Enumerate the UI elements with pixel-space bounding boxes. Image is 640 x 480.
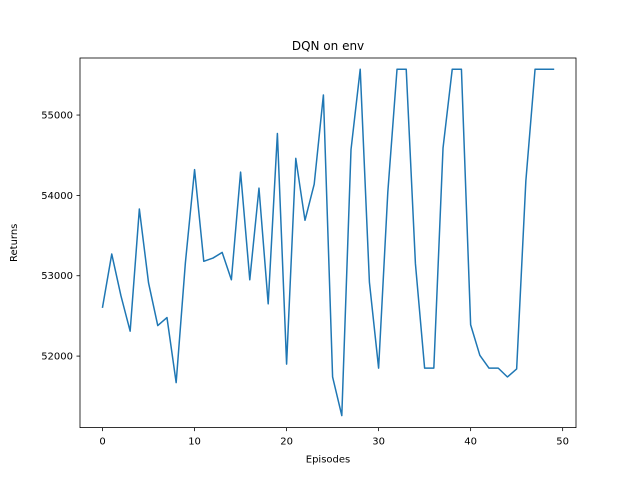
x-axis-ticks: 0 10 20 30 40 50 <box>99 427 569 448</box>
y-tick-label: 52000 <box>41 352 73 363</box>
x-tick-label: 0 <box>99 437 105 448</box>
x-tick-label: 10 <box>188 437 201 448</box>
y-tick-label: 54000 <box>41 191 73 202</box>
series-line <box>101 68 555 417</box>
plot-area <box>79 57 577 429</box>
axes-frame <box>79 57 577 429</box>
y-tick-label: 55000 <box>41 111 73 122</box>
y-tick-label: 53000 <box>41 271 73 282</box>
x-tick-label: 40 <box>464 437 477 448</box>
y-axis-ticks: 52000 53000 54000 55000 <box>41 111 80 363</box>
x-tick-label: 20 <box>280 437 293 448</box>
x-axis-label: Episodes <box>306 455 350 466</box>
x-tick-label: 50 <box>556 437 569 448</box>
y-axis-label: Returns <box>9 224 20 262</box>
x-tick-label: 30 <box>372 437 385 448</box>
chart-title: DQN on env <box>292 39 364 53</box>
